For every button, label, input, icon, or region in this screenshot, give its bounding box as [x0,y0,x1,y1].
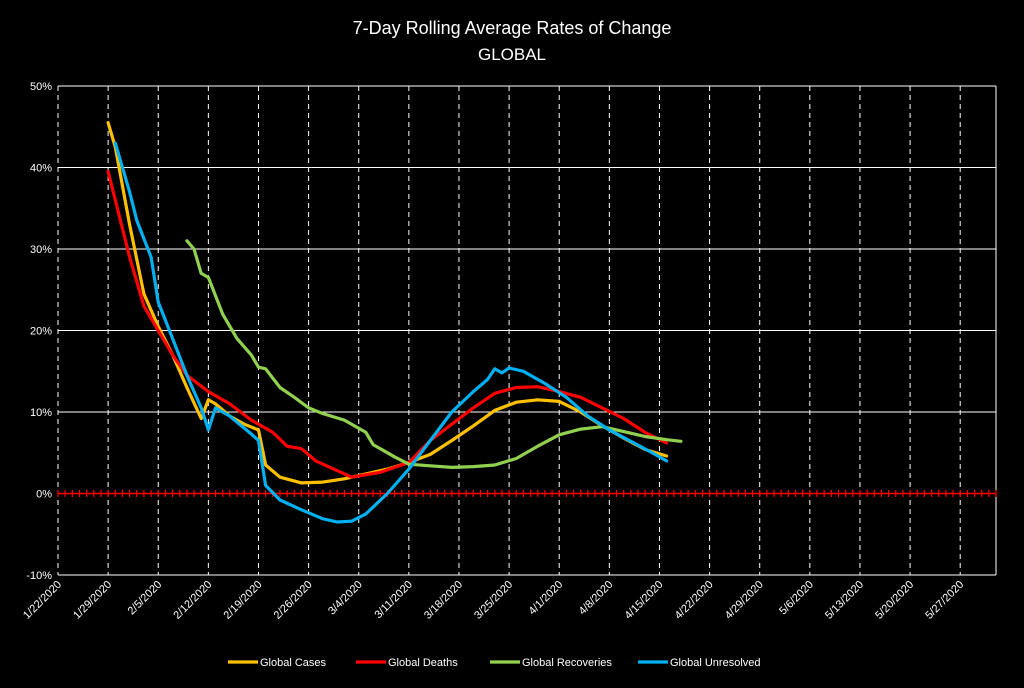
chart-title: 7-Day Rolling Average Rates of Change [353,18,672,38]
legend: Global Cases Global Deaths Global Recoveri… [228,657,761,669]
series-lines [106,121,683,524]
legend-label: Global Recoveries [522,657,612,669]
chart-subtitle: GLOBAL [478,45,546,64]
series-line-global-unresolved [113,141,669,524]
y-tick-label: -10% [26,570,52,582]
series-line-global-recoveries [185,239,683,469]
legend-label: Global Unresolved [670,657,761,669]
y-tick-label: 30% [30,244,52,256]
y-tick-label: 0% [36,489,52,501]
legend-label: Global Cases [260,657,327,669]
series-line-global-cases [106,121,669,485]
zero-line [57,490,997,497]
y-tick-label: 10% [30,407,52,419]
series-line-global-deaths [106,170,669,479]
y-tick-label: 40% [30,163,52,175]
y-tick-label: 50% [30,81,52,93]
y-tick-label: 20% [30,326,52,338]
legend-label: Global Deaths [388,657,458,669]
y-axis-ticks: -10% 0% 10% 20% 30% 40% 50% [26,81,52,582]
